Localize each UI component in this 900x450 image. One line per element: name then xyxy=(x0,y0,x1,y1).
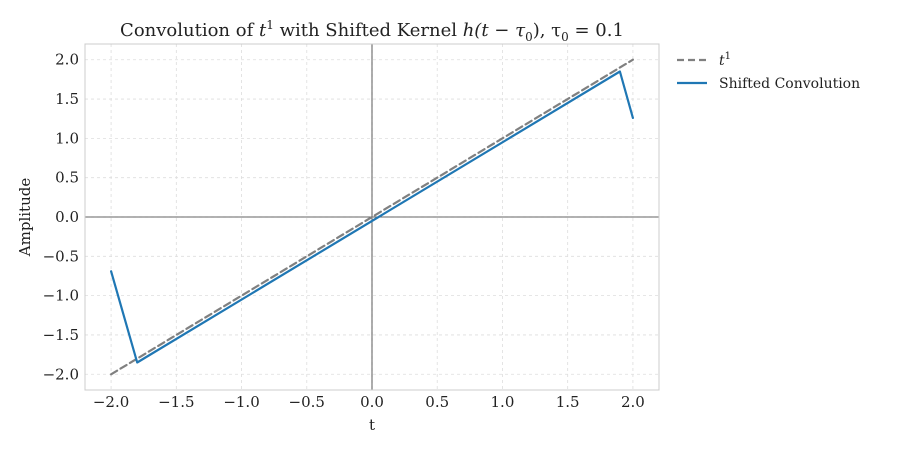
x-tick-label-3: −0.5 xyxy=(289,393,325,411)
y-tick-label-3: 0.5 xyxy=(55,169,79,187)
chart-title: Convolution of t1 with Shifted Kernel h(… xyxy=(120,18,624,44)
y-axis-ticks: 2.0 1.5 1.0 0.5 0.0 −0.5 −1.0 −1.5 −2.0 xyxy=(43,51,79,384)
y-tick-label-7: −1.5 xyxy=(43,326,79,344)
y-tick-label-8: −2.0 xyxy=(43,365,79,383)
y-tick-label-0: 2.0 xyxy=(55,51,79,69)
x-tick-label-5: 0.5 xyxy=(425,393,449,411)
y-tick-label-4: 0.0 xyxy=(55,208,79,226)
series-line-shifted-convolution xyxy=(109,70,635,364)
plot-frame xyxy=(84,43,660,391)
legend: t1 Shifted Convolution xyxy=(677,51,860,92)
x-tick-label-7: 1.5 xyxy=(556,393,580,411)
y-tick-label-1: 1.5 xyxy=(55,90,79,108)
x-tick-label-8: 2.0 xyxy=(621,393,645,411)
legend-label-power: t1 xyxy=(719,51,731,69)
legend-label-shifted-convolution: Shifted Convolution xyxy=(719,76,860,92)
y-tick-label-2: 1.0 xyxy=(55,129,79,147)
x-axis-label: t xyxy=(369,416,375,434)
x-tick-label-0: −2.0 xyxy=(93,393,129,411)
x-tick-label-4: 0.0 xyxy=(360,393,384,411)
y-tick-label-6: −1.0 xyxy=(43,287,79,305)
series-line-power xyxy=(109,58,635,376)
x-tick-label-2: −1.0 xyxy=(223,393,259,411)
y-tick-label-5: −0.5 xyxy=(43,247,79,265)
x-tick-label-1: −1.5 xyxy=(158,393,194,411)
x-tick-label-6: 1.0 xyxy=(491,393,515,411)
series-layer xyxy=(109,58,635,376)
x-axis-ticks: −2.0 −1.5 −1.0 −0.5 0.0 0.5 1.0 1.5 2.0 xyxy=(93,393,645,411)
y-axis-label: Amplitude xyxy=(16,178,34,258)
